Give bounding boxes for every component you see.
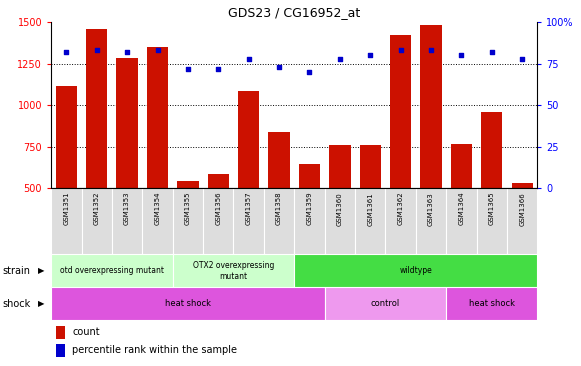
Bar [238,91,259,272]
Point [396,47,406,53]
Bar [295,188,325,254]
Text: otd overexpressing mutant: otd overexpressing mutant [60,266,164,275]
Bar [416,188,446,254]
Bar [112,188,142,254]
Bar [451,143,472,272]
Bar [177,181,199,272]
Point [244,56,253,61]
Text: GSM1357: GSM1357 [246,192,252,225]
Point [518,56,527,61]
Bar [51,188,81,254]
Text: control: control [371,299,400,308]
Bar [295,254,537,287]
Text: GSM1359: GSM1359 [306,192,313,225]
Bar [173,188,203,254]
Bar [299,164,320,272]
Point [274,64,284,70]
Bar [203,188,234,254]
Bar [385,188,416,254]
Point [214,66,223,71]
Point [123,49,132,55]
Bar [325,188,355,254]
Point [426,47,436,53]
Text: GSM1352: GSM1352 [94,192,100,225]
Text: GSM1364: GSM1364 [458,192,464,225]
Text: GSM1356: GSM1356 [216,192,221,225]
Bar [355,188,385,254]
Text: GSM1361: GSM1361 [367,192,373,225]
Text: GSM1351: GSM1351 [63,192,69,225]
Text: wildtype: wildtype [400,266,432,275]
Point [92,47,101,53]
Text: OTX2 overexpressing
mutant: OTX2 overexpressing mutant [193,261,274,281]
Text: GSM1362: GSM1362 [397,192,404,225]
Text: ▶: ▶ [38,266,44,275]
Text: strain: strain [3,266,31,276]
Point [335,56,345,61]
Point [305,69,314,75]
Bar [56,326,64,339]
Text: GSM1353: GSM1353 [124,192,130,225]
Bar [81,188,112,254]
Text: GSM1358: GSM1358 [276,192,282,225]
Bar [234,188,264,254]
Bar [325,287,446,320]
Bar [51,254,173,287]
Bar [86,29,107,272]
Bar [264,188,295,254]
Text: GSM1360: GSM1360 [337,192,343,225]
Bar [173,254,295,287]
Bar [116,58,138,272]
Text: ▶: ▶ [38,299,44,308]
Bar [476,188,507,254]
Bar [56,86,77,272]
Bar [329,145,350,272]
Bar [446,188,476,254]
Bar [421,25,442,272]
Text: GSM1354: GSM1354 [155,192,160,225]
Text: shock: shock [3,299,31,309]
Text: GSM1363: GSM1363 [428,192,434,225]
Text: heat shock: heat shock [165,299,211,308]
Point [183,66,192,71]
Bar [207,173,229,272]
Title: GDS23 / CG16952_at: GDS23 / CG16952_at [228,6,360,19]
Bar [446,287,537,320]
Bar [142,188,173,254]
Bar [507,188,537,254]
Bar [390,35,411,272]
Point [487,49,497,55]
Bar [360,145,381,272]
Bar [512,183,533,272]
Bar [51,287,325,320]
Bar [56,344,64,357]
Point [457,52,466,58]
Text: count: count [72,327,100,337]
Text: percentile rank within the sample: percentile rank within the sample [72,345,237,355]
Point [153,47,162,53]
Text: heat shock: heat shock [469,299,515,308]
Text: GSM1365: GSM1365 [489,192,495,225]
Text: GSM1366: GSM1366 [519,192,525,225]
Bar [481,112,503,272]
Text: GSM1355: GSM1355 [185,192,191,225]
Point [62,49,71,55]
Bar [147,47,168,272]
Bar [268,132,290,272]
Point [365,52,375,58]
